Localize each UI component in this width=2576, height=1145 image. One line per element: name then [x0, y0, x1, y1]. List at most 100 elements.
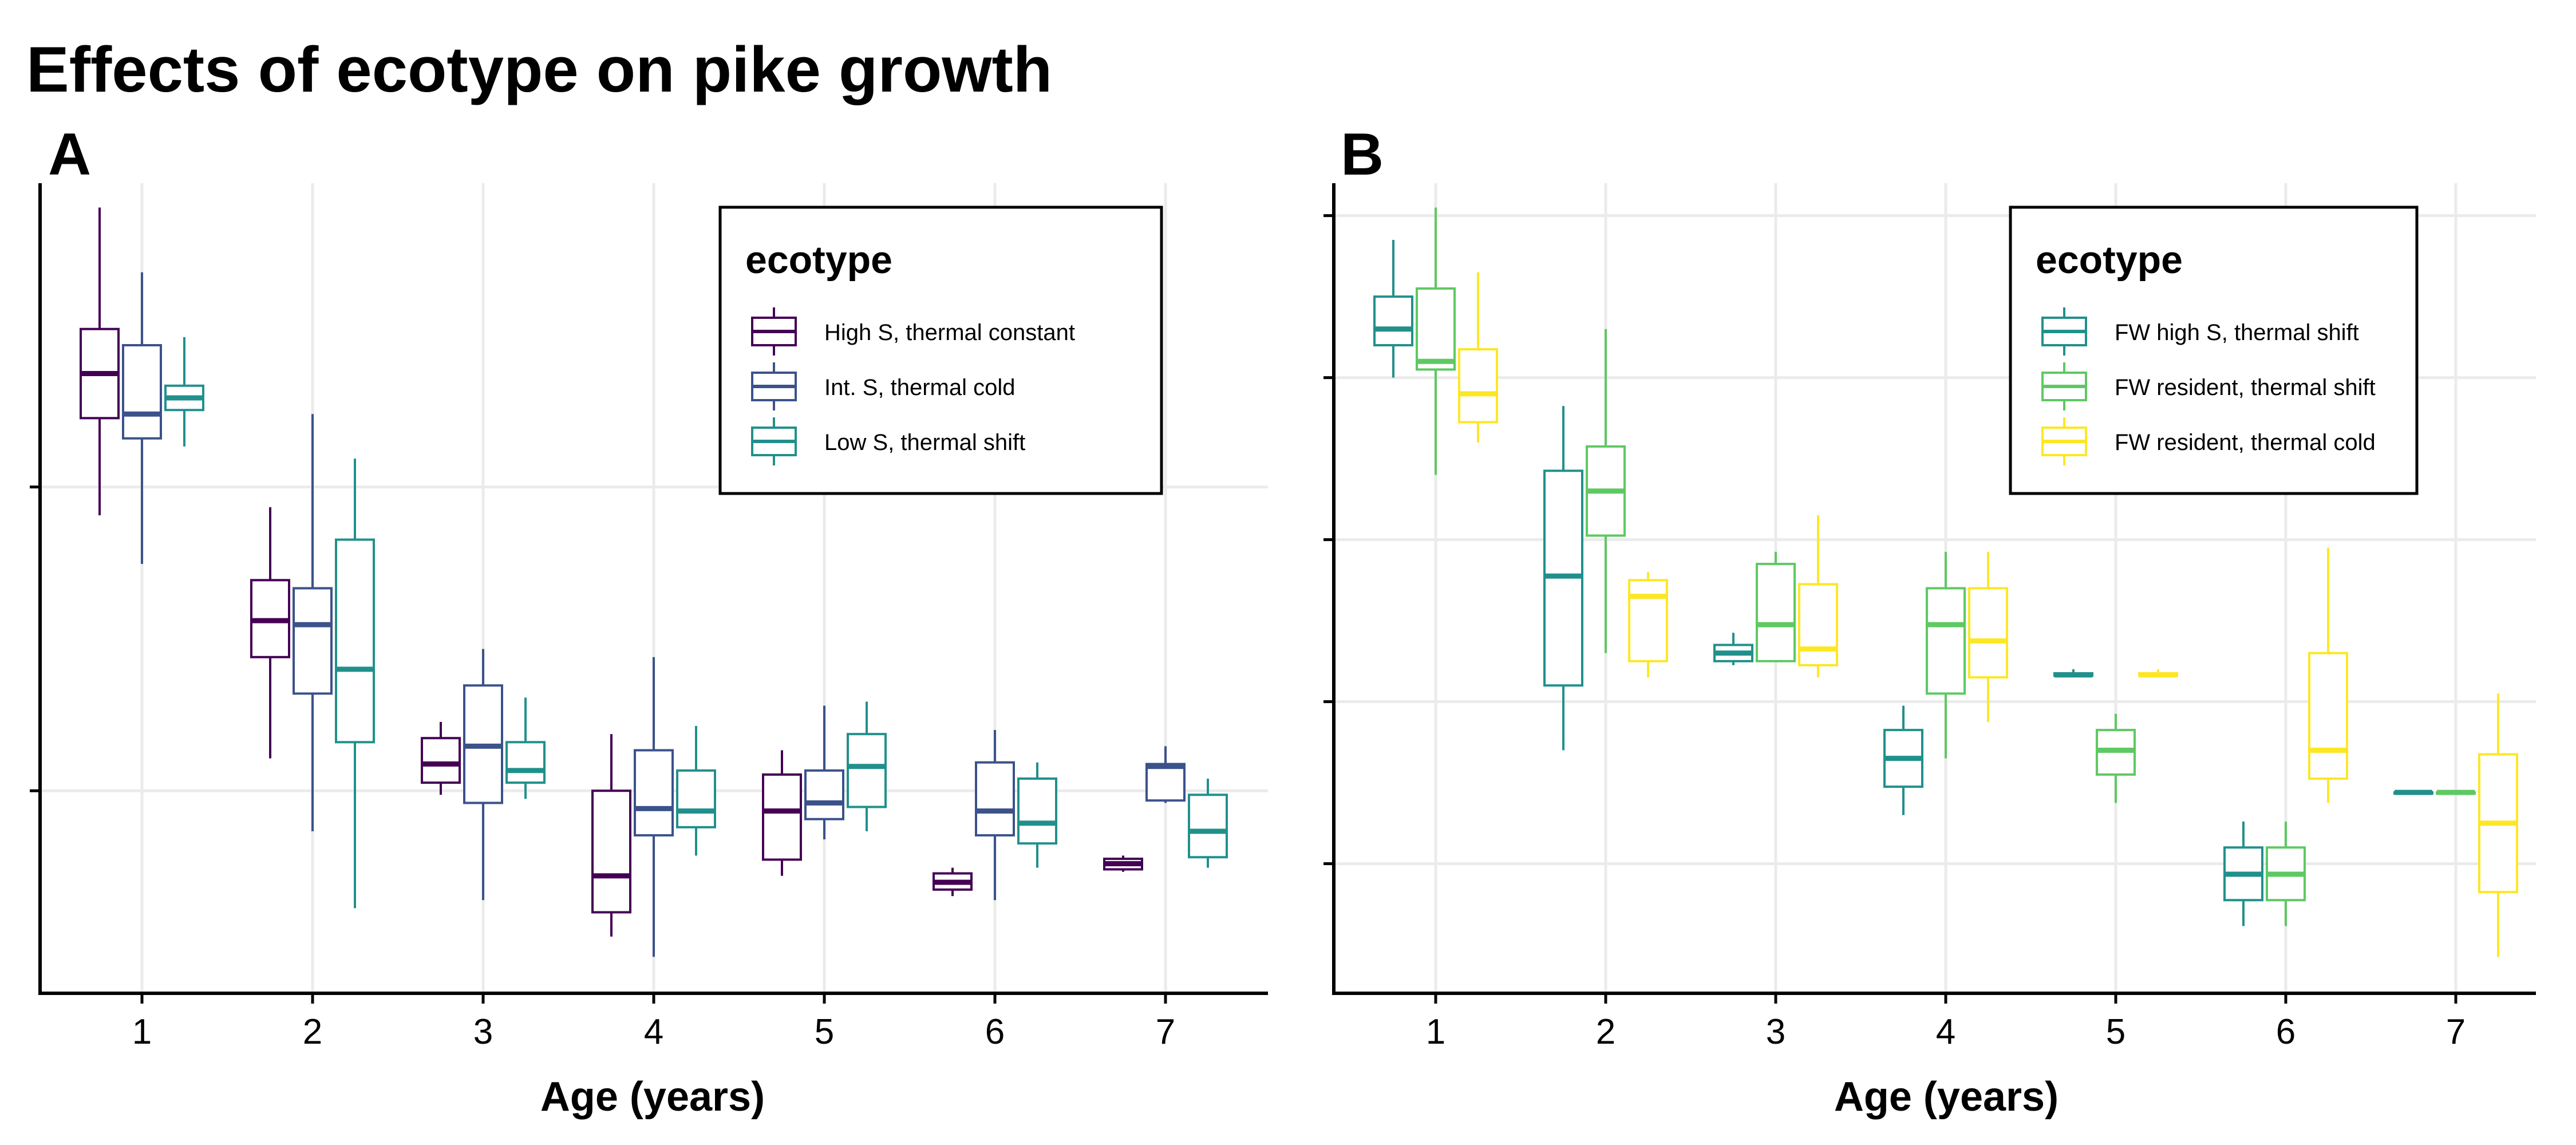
panel-b-box-body [1756, 563, 1796, 662]
panel-a-axes [30, 183, 1268, 1004]
panel-a-box [975, 730, 1015, 901]
panel-b-box-body [2308, 652, 2348, 780]
panel-b-box [2393, 789, 2433, 795]
panel-a-box-body [847, 733, 887, 808]
panel-b-box [1586, 329, 1626, 653]
panel-a-box [421, 721, 461, 795]
panel-a-box [762, 750, 802, 876]
panel-a-boxes [80, 207, 1228, 957]
panel-a-box [634, 657, 674, 957]
panel-a-legend-label: Low S, thermal shift [824, 430, 1025, 455]
panel-a-box [335, 459, 375, 909]
panel-a-box-body [804, 769, 844, 820]
panel-a-box [463, 649, 503, 901]
panel-a-legend-title: ecotype [745, 238, 892, 282]
panel-a-box-body [293, 587, 333, 695]
figure-title: Effects of ecotype on pike growth [26, 34, 1052, 105]
panel-b-box [1543, 406, 1583, 751]
panel-b-x-axis-title: Age (years) [1834, 1074, 2059, 1120]
panel-b-box [1416, 207, 1456, 475]
panel-a-box-body [1188, 793, 1228, 859]
panel-b-box [2308, 547, 2348, 803]
panel-b-legend-key [2041, 362, 2087, 410]
panel-a-x-tick-label: 7 [1156, 1012, 1175, 1052]
panel-b-x-tick-label: 6 [2276, 1012, 2296, 1052]
panel-a-legend-key [751, 362, 797, 410]
panel-a-x-axis-title: Age (years) [540, 1074, 765, 1120]
panel-b-box [2478, 693, 2518, 957]
panel-a-box [1103, 855, 1143, 872]
panel-b-legend-key [2041, 307, 2087, 356]
panel-a-box-body [975, 761, 1015, 837]
panel-a-label: A [48, 121, 91, 188]
panel-a-legend-label: Int. S, thermal cold [824, 375, 1015, 400]
panel-a-box-body [421, 737, 461, 784]
panel-a: A 1 2 3 4 5 6 7 Age (years) ecotype High S, th… [30, 121, 1268, 1120]
panel-b-boxes [1373, 207, 2518, 957]
panel-a-box-body [591, 789, 631, 914]
panel-b-box [1798, 515, 1838, 678]
panel-a-box-body [762, 773, 802, 861]
panel-b-axes [1323, 183, 2536, 1004]
panel-a-box [1017, 762, 1057, 868]
panel-a-box-body [122, 344, 162, 440]
panel-b-legend-keys [2041, 307, 2087, 465]
panel-a-box [250, 507, 290, 759]
panel-a-x-tick-label: 2 [303, 1012, 322, 1052]
panel-b-box [2053, 669, 2093, 678]
panel-a-box [847, 701, 887, 831]
panel-a-box-body [505, 741, 546, 784]
panel-b-box [1628, 572, 1668, 678]
panel-a-x-tick-label: 4 [644, 1012, 663, 1052]
panel-b-box [2436, 789, 2476, 795]
panel-a-box-body [335, 538, 375, 744]
panel-a-x-tick-label: 5 [815, 1012, 834, 1052]
panel-b-box-body [1798, 583, 1838, 666]
panel-b-x-tick-label: 3 [1766, 1012, 1785, 1052]
panel-b-box [2138, 669, 2178, 678]
panel-a-box [1188, 779, 1228, 868]
panel-a-box [80, 207, 120, 516]
panel-b-box-body [1458, 348, 1498, 424]
panel-b-x-tick-label: 2 [1596, 1012, 1615, 1052]
panel-a-box [804, 705, 844, 840]
panel-a-box-body [1145, 763, 1186, 802]
panel-b-x-tick-labels: 1 2 3 4 5 6 7 [1426, 1012, 2466, 1052]
panel-b-box [2266, 822, 2306, 926]
panel-a-x-tick-label: 1 [132, 1012, 152, 1052]
panel-b-box [1883, 705, 1923, 815]
panel-a-box [933, 867, 973, 897]
panel-a-legend-label: High S, thermal constant [824, 320, 1075, 345]
panel-b-x-tick-label: 7 [2446, 1012, 2466, 1052]
panel-b-box [2223, 822, 2263, 926]
panel-a-x-tick-label: 3 [473, 1012, 493, 1052]
panel-a-box [293, 414, 333, 831]
panel-b-box-body [1926, 587, 1966, 695]
panel-b-box [1373, 240, 1413, 378]
panel-a-legend-key [751, 307, 797, 356]
panel-a-legend-keys [751, 307, 797, 465]
panel-b-box [1926, 551, 1966, 759]
panel-b-box-body [1628, 579, 1668, 662]
panel-a-box [676, 726, 716, 856]
panel-a-box [505, 697, 546, 799]
panel-a-x-tick-label: 6 [985, 1012, 1005, 1052]
panel-b-legend-label: FW resident, thermal shift [2115, 375, 2376, 400]
panel-b-box [1968, 551, 2008, 722]
panel-b-box-body [1416, 287, 1456, 371]
panel-b-label: B [1341, 121, 1384, 188]
panel-a-box [122, 272, 162, 564]
panel-b-x-tick-label: 1 [1426, 1012, 1445, 1052]
panel-a-box [591, 734, 631, 937]
panel-b-legend: ecotype FW high S, thermal shift FW resi… [2009, 206, 2419, 495]
panel-a-box [164, 337, 204, 447]
panel-b-legend-label: FW high S, thermal shift [2115, 320, 2359, 345]
panel-b-legend-label: FW resident, thermal cold [2115, 430, 2376, 455]
panel-b: B 1 2 3 4 5 6 7 Age (years) ecotype FW high S,… [1323, 121, 2536, 1120]
panel-b-box [2096, 713, 2136, 803]
panel-b-legend-title: ecotype [2036, 238, 2183, 282]
panel-b-box-body [1373, 295, 1413, 346]
panel-a-box-body [634, 749, 674, 837]
panel-b-box-body [1968, 587, 2008, 679]
panel-b-box [1756, 551, 1796, 662]
